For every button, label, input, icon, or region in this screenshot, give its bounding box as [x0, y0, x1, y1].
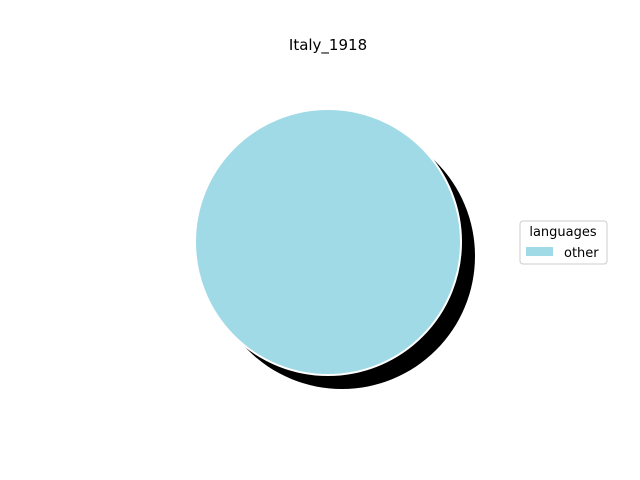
legend-entries: other	[526, 246, 599, 261]
pie-slice-other	[194, 108, 462, 376]
legend-swatch	[526, 247, 553, 256]
chart-title: Italy_1918	[289, 36, 367, 55]
legend-label: other	[564, 246, 599, 261]
legend: languages other	[519, 220, 608, 265]
pie-plot-area	[194, 108, 475, 389]
legend-title: languages	[529, 225, 597, 240]
